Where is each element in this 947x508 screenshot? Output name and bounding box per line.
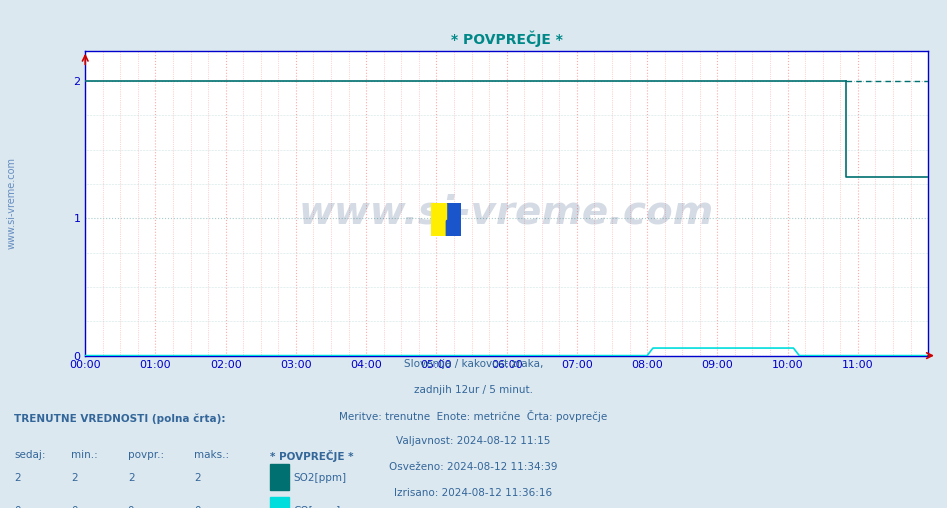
Text: * POVPREČJE *: * POVPREČJE *: [270, 450, 353, 462]
Text: 0: 0: [14, 506, 21, 508]
Text: 2: 2: [14, 472, 21, 483]
Text: Meritve: trenutne  Enote: metrične  Črta: povprečje: Meritve: trenutne Enote: metrične Črta: …: [339, 410, 608, 423]
Text: www.si-vreme.com: www.si-vreme.com: [7, 157, 16, 249]
Text: 0: 0: [128, 506, 134, 508]
FancyBboxPatch shape: [270, 497, 289, 508]
Text: 2: 2: [128, 472, 134, 483]
Bar: [446, 219, 461, 236]
Title: * POVPREČJE *: * POVPREČJE *: [451, 30, 563, 47]
Text: 0: 0: [71, 506, 78, 508]
Text: min.:: min.:: [71, 450, 98, 460]
Bar: [431, 203, 446, 219]
Bar: [431, 203, 446, 236]
FancyBboxPatch shape: [270, 464, 289, 490]
Text: zadnjih 12ur / 5 minut.: zadnjih 12ur / 5 minut.: [414, 385, 533, 395]
Text: Osveženo: 2024-08-12 11:34:39: Osveženo: 2024-08-12 11:34:39: [389, 462, 558, 472]
Text: povpr.:: povpr.:: [128, 450, 164, 460]
Text: SO2[ppm]: SO2[ppm]: [294, 472, 347, 483]
Text: CO[ppm]: CO[ppm]: [294, 506, 341, 508]
Text: www.si-vreme.com: www.si-vreme.com: [299, 194, 714, 231]
Text: Izrisano: 2024-08-12 11:36:16: Izrisano: 2024-08-12 11:36:16: [395, 488, 552, 498]
Text: maks.:: maks.:: [194, 450, 229, 460]
Text: TRENUTNE VREDNOSTI (polna črta):: TRENUTNE VREDNOSTI (polna črta):: [14, 414, 225, 424]
Text: Slovenija / kakovost zraka,: Slovenija / kakovost zraka,: [403, 359, 544, 369]
Text: 2: 2: [71, 472, 78, 483]
Text: 2: 2: [194, 472, 201, 483]
Text: sedaj:: sedaj:: [14, 450, 45, 460]
Text: Valjavnost: 2024-08-12 11:15: Valjavnost: 2024-08-12 11:15: [396, 436, 551, 447]
Text: 0: 0: [194, 506, 201, 508]
Bar: [446, 203, 461, 236]
